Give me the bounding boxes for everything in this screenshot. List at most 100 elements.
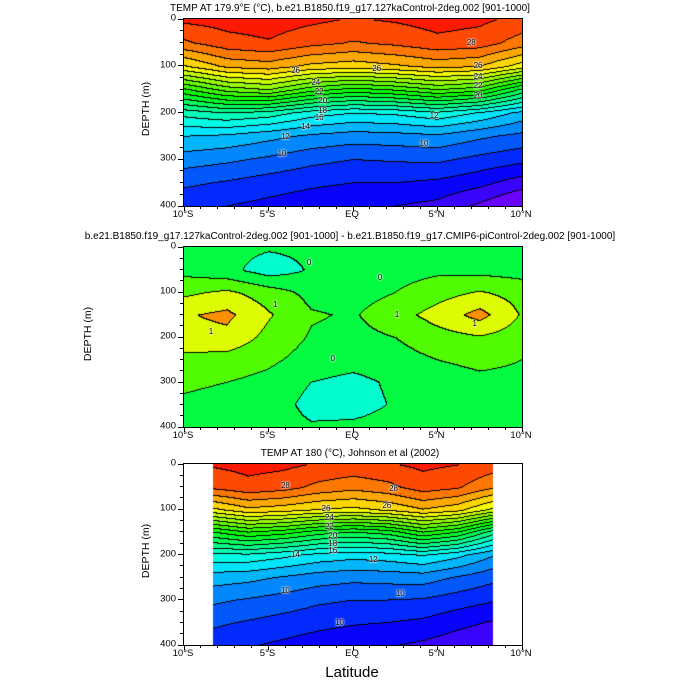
axis-tick: [217, 427, 219, 430]
axis-tick: [470, 645, 472, 648]
x-tick-label: 10°S: [172, 430, 194, 441]
panel-title: b.e21.B1850.f19_g17.127kaControl-2deg.00…: [84, 231, 616, 242]
contour-label: 0: [377, 272, 383, 282]
axis-tick: [217, 645, 219, 648]
axis-tick: [183, 427, 185, 432]
axis-tick: [521, 206, 523, 211]
axis-tick: [284, 206, 286, 209]
axis-tick: [453, 645, 455, 648]
x-tick-labels: 10°S 5°S EQ 5°N 10°N: [173, 209, 532, 223]
axis-tick: [178, 644, 183, 646]
axis-tick: [386, 645, 388, 648]
contour-labels: 28 28 26 26 24 22 20 18 16 14 12 10 10 10: [184, 464, 522, 645]
contour-label: 28: [466, 38, 476, 48]
y-tick-label: 0: [170, 12, 176, 24]
axis-tick: [369, 206, 371, 209]
contour-label: 28: [389, 484, 398, 494]
contour-label: 14: [291, 549, 300, 559]
axis-tick: [178, 426, 183, 428]
axis-tick: [335, 427, 337, 430]
y-tick-label: 0: [170, 457, 176, 469]
contour-label: 16: [328, 545, 338, 555]
plot-area: 28 26 26 26 24 24 22 22 20 20 18 16 14 12 12 10 10: [178, 18, 523, 211]
axis-tick: [487, 427, 489, 430]
x-tick-label: 5°S: [259, 430, 276, 441]
contour-label: 26: [291, 66, 300, 76]
axis-tick: [504, 645, 506, 648]
axis-tick: [180, 280, 183, 282]
panel-title: TEMP AT 180 (°C), Johnson et al (2002): [260, 448, 440, 459]
axis-tick: [180, 565, 183, 567]
axis-tick: [403, 206, 405, 209]
axis-tick: [180, 314, 183, 315]
y-tick-label: 300: [160, 375, 176, 387]
axis-tick: [178, 381, 183, 383]
axis-tick: [180, 135, 183, 137]
axis-tick: [335, 645, 337, 648]
axis-tick: [180, 41, 183, 43]
axis-tick: [180, 486, 183, 488]
y-tick-labels: 0 100 200 300 400: [138, 13, 178, 211]
contour-label: 20: [318, 96, 328, 106]
axis-tick: [180, 474, 183, 476]
axis-tick: [217, 206, 219, 209]
axis-tick: [178, 291, 183, 293]
axis-tick: [369, 645, 371, 648]
axis-tick: [180, 257, 183, 259]
axis-tick: [180, 193, 183, 195]
contour-label: 10: [335, 618, 344, 628]
contour-label: 12: [429, 111, 439, 121]
contour-field-canvas: [184, 464, 522, 645]
axis-tick: [183, 206, 185, 211]
contour-label: 26: [372, 64, 382, 74]
panel-title: TEMP AT 179.9°E (°C), b.e21.B1850.f19_g1…: [170, 3, 530, 14]
axis-tick: [180, 392, 183, 394]
y-tick-label: 100: [160, 502, 176, 514]
axis-tick: [268, 427, 269, 432]
y-tick-label: 200: [160, 548, 176, 559]
axis-tick: [470, 427, 472, 430]
x-tick-label: 5°N: [428, 209, 445, 220]
axis-tick: [180, 633, 183, 635]
contour-label: 1: [472, 319, 477, 329]
contour-label: 10: [419, 139, 429, 149]
axis-tick: [178, 246, 183, 248]
contour-field-canvas: [184, 247, 522, 427]
contour-label: 24: [473, 71, 483, 81]
x-tick-label: EQ: [345, 430, 359, 441]
axis-tick: [180, 610, 183, 612]
axis-tick: [420, 645, 422, 648]
axis-tick: [180, 576, 183, 578]
contour-label: 24: [311, 77, 321, 87]
axis-tick: [180, 415, 183, 417]
axis-tick: [183, 645, 185, 650]
axis-tick: [268, 206, 269, 211]
axis-tick: [180, 269, 183, 270]
y-tick-labels: 0 100 200 300 400: [138, 458, 178, 650]
axis-tick: [453, 206, 455, 209]
contour-label: 20: [473, 90, 483, 100]
x-tick-labels: 10°S 5°S EQ 5°N 10°N: [173, 430, 532, 444]
axis-tick: [420, 427, 422, 430]
contour-label: 0: [330, 353, 335, 363]
axis-tick: [251, 427, 253, 430]
axis-tick: [487, 645, 489, 648]
contour-label: 26: [473, 60, 483, 70]
axis-tick: [178, 112, 183, 113]
x-tick-label: EQ: [345, 648, 359, 659]
axis-tick: [369, 427, 371, 430]
axis-tick: [437, 645, 438, 650]
x-tick-label: 5°N: [428, 648, 445, 659]
contour-label: 16: [314, 113, 324, 123]
x-tick-label: 5°S: [259, 209, 276, 220]
x-tick-label: EQ: [345, 209, 359, 220]
axis-tick: [180, 123, 183, 125]
axis-tick: [301, 645, 303, 648]
y-tick-label: 100: [160, 59, 176, 71]
axis-tick: [180, 347, 183, 349]
axis-tick: [200, 206, 202, 209]
axis-tick: [437, 206, 438, 211]
axis-tick: [453, 427, 455, 430]
x-tick-label: 10°N: [510, 209, 532, 220]
axis-tick: [178, 205, 183, 207]
